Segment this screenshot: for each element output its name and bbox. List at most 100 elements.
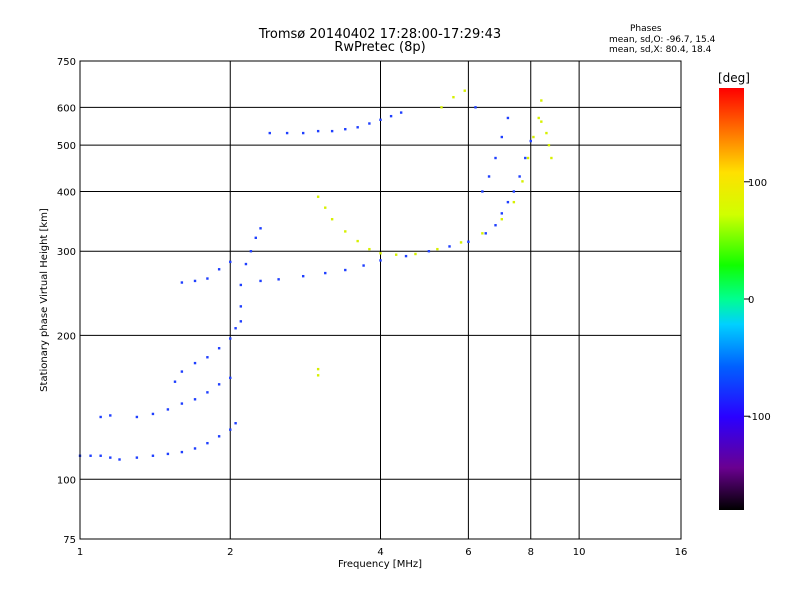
x-tick-label: 16 <box>675 547 688 558</box>
data-point <box>448 245 451 248</box>
data-point <box>324 271 327 275</box>
data-point <box>193 361 197 365</box>
data-point <box>484 232 487 235</box>
data-point <box>389 114 393 118</box>
data-point <box>217 383 221 386</box>
y-tick-label: 75 <box>63 535 76 546</box>
data-point <box>545 131 548 135</box>
data-point <box>193 279 197 283</box>
data-point <box>440 106 443 109</box>
data-point <box>540 99 543 102</box>
data-point <box>109 414 112 417</box>
data-points <box>78 89 553 461</box>
data-point <box>537 116 540 120</box>
x-mode-stats: mean, sd,X: 80.4, 18.4 <box>609 45 712 55</box>
data-point <box>481 190 484 193</box>
y-tick-label: 100 <box>57 475 76 486</box>
data-point <box>234 422 237 425</box>
data-point <box>268 131 271 135</box>
x-axis-label: Frequency [MHz] <box>338 559 422 570</box>
x-tick-label: 8 <box>528 547 534 558</box>
data-point <box>344 268 347 272</box>
data-point <box>206 356 209 359</box>
data-point <box>151 412 155 416</box>
data-point <box>301 131 305 135</box>
data-point <box>481 232 484 235</box>
x-tick-label: 2 <box>227 547 233 558</box>
data-point <box>180 402 184 405</box>
data-point <box>229 428 232 431</box>
data-point <box>404 254 408 258</box>
y-axis-label: Stationary phase Virtual Height [km] <box>39 208 50 392</box>
data-point <box>239 283 243 287</box>
x-tick-label: 4 <box>377 547 383 558</box>
y-tick-label: 500 <box>57 141 76 152</box>
data-point <box>399 111 403 114</box>
data-point <box>436 247 439 251</box>
data-point <box>316 367 320 371</box>
colorbar-title: [deg] <box>718 71 750 85</box>
colorbar-tick-label: 0 <box>748 295 754 306</box>
data-point <box>379 259 382 262</box>
o-mode-stats: mean, sd,O: -96.7, 15.4 <box>609 35 716 45</box>
data-point <box>550 156 553 160</box>
data-point <box>180 370 184 373</box>
data-point <box>463 89 466 92</box>
data-point <box>244 262 248 266</box>
data-point <box>118 458 121 461</box>
data-point <box>99 454 102 457</box>
x-tick-label: 1 <box>77 547 83 558</box>
data-point <box>285 131 289 135</box>
data-point <box>316 195 320 198</box>
data-point <box>99 415 102 419</box>
data-point <box>506 200 510 204</box>
y-tick-label: 200 <box>57 331 76 342</box>
data-point <box>229 260 232 264</box>
data-point <box>521 180 524 183</box>
data-point <box>193 398 197 401</box>
data-point <box>180 281 184 284</box>
data-point <box>173 380 177 383</box>
data-point <box>524 156 527 160</box>
data-point <box>109 456 112 459</box>
grid-lines <box>80 61 681 539</box>
data-point <box>206 277 209 280</box>
data-point <box>474 106 477 109</box>
y-axis-ticks: 75 100 200 300 400 500 600 750 <box>57 57 76 546</box>
chart-title: Tromsø 20140402 17:28:00-17:29:43 <box>258 27 502 42</box>
data-point <box>467 240 470 243</box>
data-point <box>135 415 139 419</box>
colorbar-tick-label: -100 <box>748 412 771 423</box>
data-point <box>368 247 371 251</box>
data-point <box>540 120 543 123</box>
data-point <box>217 435 221 438</box>
data-point <box>229 376 232 380</box>
colorbar-tick-label: 100 <box>748 178 767 189</box>
data-point <box>254 236 257 240</box>
data-point <box>356 126 359 129</box>
data-point <box>344 230 347 233</box>
data-point <box>330 129 334 133</box>
x-tick-label: 10 <box>573 547 586 558</box>
data-point <box>500 212 504 215</box>
data-point <box>518 175 521 178</box>
y-tick-label: 750 <box>57 57 76 68</box>
data-point <box>512 200 516 204</box>
phases-heading: Phases <box>630 24 662 34</box>
data-point <box>259 227 262 230</box>
data-point <box>414 252 417 256</box>
data-point <box>277 278 280 281</box>
y-tick-label: 600 <box>57 103 76 114</box>
data-point <box>330 218 334 221</box>
data-point <box>239 320 243 323</box>
data-point <box>193 447 197 450</box>
data-point <box>356 239 359 243</box>
data-point <box>135 456 139 459</box>
data-point <box>301 274 305 278</box>
data-point <box>166 452 170 456</box>
x-tick-label: 6 <box>465 547 471 558</box>
data-point <box>394 253 398 256</box>
data-point <box>151 454 155 457</box>
data-point <box>547 143 551 147</box>
